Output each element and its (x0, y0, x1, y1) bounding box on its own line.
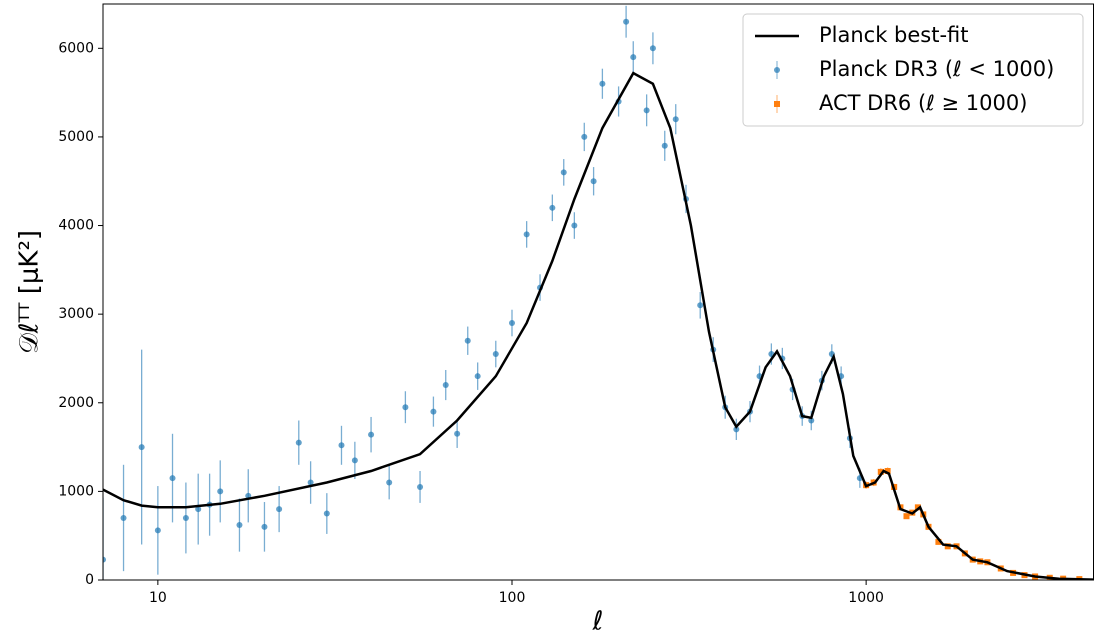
data-point (630, 54, 637, 61)
data-point (276, 506, 283, 513)
y-axis-label: 𝒟ℓᵀᵀ [μK²] (15, 230, 45, 354)
x-axis-label: ℓ (592, 607, 604, 637)
data-point (508, 320, 515, 327)
x-tick-label: 10 (149, 590, 167, 606)
data-point (338, 442, 345, 449)
y-tick-label: 4000 (58, 218, 94, 234)
legend-box (742, 13, 1084, 127)
data-point (523, 231, 530, 238)
data-point (599, 80, 606, 87)
data-point (154, 527, 161, 534)
data-point (464, 337, 471, 344)
data-point (103, 556, 106, 563)
data-point (402, 404, 409, 411)
data-point (120, 514, 127, 521)
data-point (295, 439, 302, 446)
legend-swatch (774, 67, 780, 73)
data-point (590, 178, 597, 185)
data-point (808, 417, 815, 424)
data-point (195, 506, 202, 513)
data-point (454, 430, 461, 437)
data-point (643, 107, 650, 114)
legend-swatch (774, 101, 780, 107)
data-point (182, 514, 189, 521)
y-tick-label: 3000 (58, 306, 94, 322)
data-point (138, 444, 145, 451)
data-point (417, 483, 424, 490)
data-point (474, 373, 481, 380)
legend-label: Planck best-fit (819, 23, 969, 47)
y-tick-label: 0 (85, 572, 94, 588)
data-point (914, 504, 921, 511)
data-point (236, 522, 243, 529)
data-point (560, 169, 567, 176)
data-point (549, 204, 556, 211)
y-tick-label: 5000 (58, 129, 94, 145)
data-point (368, 431, 375, 438)
data-point (877, 468, 884, 475)
data-point (649, 45, 656, 52)
data-point (733, 426, 740, 433)
data-point (442, 382, 449, 389)
data-point (386, 479, 393, 486)
data-point (623, 18, 630, 25)
legend-label: Planck DR3 (ℓ < 1000) (819, 57, 1054, 81)
data-point (581, 133, 588, 140)
data-point (661, 142, 668, 149)
data-point (903, 513, 910, 520)
x-tick-label: 100 (499, 590, 526, 606)
x-tick-label: 1000 (848, 590, 884, 606)
data-point (430, 408, 437, 415)
legend-label: ACT DR6 (ℓ ≥ 1000) (819, 91, 1027, 115)
best-fit-line (103, 71, 1094, 580)
data-point (169, 475, 176, 482)
data-point (935, 538, 942, 545)
data-point (672, 116, 679, 123)
data-point (492, 351, 499, 358)
data-point (884, 468, 891, 475)
data-point (571, 222, 578, 229)
y-tick-label: 2000 (58, 395, 94, 411)
data-point (307, 479, 314, 486)
data-point (217, 488, 224, 495)
data-point (351, 457, 358, 464)
plot-area (103, 5, 1094, 580)
y-tick-label: 6000 (58, 40, 94, 56)
data-point (697, 302, 704, 309)
data-point (261, 523, 268, 530)
data-point (323, 510, 330, 517)
y-tick-label: 1000 (58, 483, 94, 499)
